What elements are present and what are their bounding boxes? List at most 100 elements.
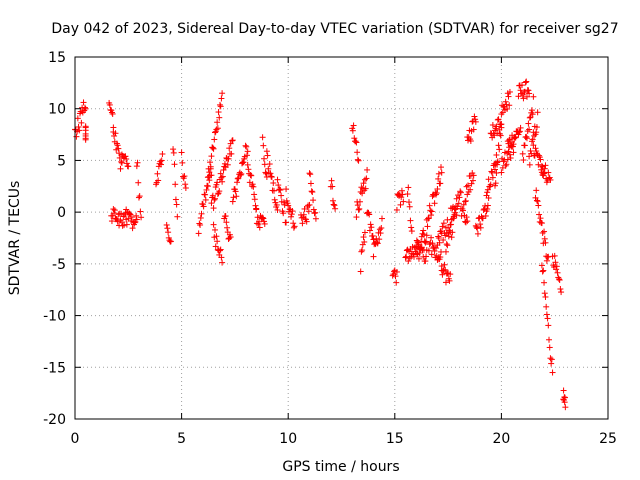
data-point	[526, 90, 533, 97]
data-point	[420, 227, 427, 234]
data-point	[369, 232, 376, 239]
data-point	[536, 211, 543, 218]
data-point	[452, 209, 459, 216]
data-point	[468, 180, 475, 187]
data-point	[210, 145, 217, 152]
data-point	[136, 193, 143, 200]
data-point	[542, 162, 549, 169]
data-point	[223, 219, 230, 226]
data-point	[116, 150, 123, 157]
data-point	[538, 262, 545, 269]
data-point	[560, 387, 567, 394]
data-point	[312, 209, 319, 216]
data-point	[74, 115, 81, 122]
data-point	[227, 233, 234, 240]
data-point	[505, 93, 512, 100]
data-point	[545, 169, 552, 176]
data-point	[123, 160, 130, 167]
data-point	[530, 93, 537, 100]
data-point	[519, 150, 526, 157]
data-point	[535, 161, 542, 168]
data-point	[82, 105, 89, 112]
data-point	[310, 206, 317, 213]
data-point	[484, 186, 491, 193]
data-point	[268, 173, 275, 180]
y-tick-label: 10	[48, 102, 66, 118]
data-point	[350, 122, 357, 129]
data-point	[362, 185, 369, 192]
data-point	[361, 176, 368, 183]
data-point	[534, 198, 541, 205]
data-point	[525, 87, 532, 94]
data-point	[463, 214, 470, 221]
data-point	[261, 218, 268, 225]
data-point	[506, 102, 513, 109]
data-point	[447, 221, 454, 228]
data-point	[507, 155, 514, 162]
data-point	[219, 178, 226, 185]
data-point	[554, 269, 561, 276]
data-point	[438, 169, 445, 176]
data-point	[182, 184, 189, 191]
data-point	[224, 224, 231, 231]
data-point	[523, 133, 530, 140]
data-point	[402, 254, 409, 261]
data-point	[523, 78, 530, 85]
data-point	[229, 137, 236, 144]
data-point	[537, 215, 544, 222]
data-point	[171, 161, 178, 168]
data-point	[496, 146, 503, 153]
data-point	[471, 113, 478, 120]
data-point	[506, 136, 513, 143]
x-tick-label: 0	[71, 431, 80, 447]
data-point	[253, 206, 260, 213]
data-point	[498, 124, 505, 131]
data-point	[306, 170, 313, 177]
data-point	[306, 201, 313, 208]
data-point	[495, 142, 502, 149]
data-point	[482, 212, 489, 219]
data-point	[404, 191, 411, 198]
data-point	[81, 104, 88, 111]
y-tick-label: -20	[43, 412, 66, 428]
data-point	[506, 136, 513, 143]
data-point	[410, 253, 417, 260]
data-point	[135, 194, 142, 201]
data-point	[464, 191, 471, 198]
data-point	[515, 93, 522, 100]
data-point	[491, 160, 498, 167]
data-point	[108, 218, 115, 225]
data-point	[212, 226, 219, 233]
data-point	[541, 165, 548, 172]
data-point	[426, 202, 433, 209]
data-point	[437, 180, 444, 187]
data-point	[527, 147, 534, 154]
data-point	[271, 196, 278, 203]
data-point	[354, 202, 361, 209]
data-point	[493, 123, 500, 130]
data-point	[521, 142, 528, 149]
data-point	[210, 205, 217, 212]
data-point	[376, 226, 383, 233]
data-point	[280, 210, 287, 217]
data-point	[211, 196, 218, 203]
data-point	[517, 87, 524, 94]
data-point	[229, 137, 236, 144]
data-point	[398, 194, 405, 201]
data-point	[424, 223, 431, 230]
data-point	[544, 315, 551, 322]
data-point	[163, 221, 170, 228]
data-point	[413, 250, 420, 257]
data-point	[224, 161, 231, 168]
data-point	[283, 219, 290, 226]
data-point	[494, 116, 501, 123]
data-point	[214, 191, 221, 198]
data-point	[472, 116, 479, 123]
data-point	[485, 176, 492, 183]
data-point	[170, 146, 177, 153]
data-point	[420, 231, 427, 238]
grid-lines	[75, 57, 608, 419]
data-point	[428, 212, 435, 219]
data-point	[206, 169, 213, 176]
